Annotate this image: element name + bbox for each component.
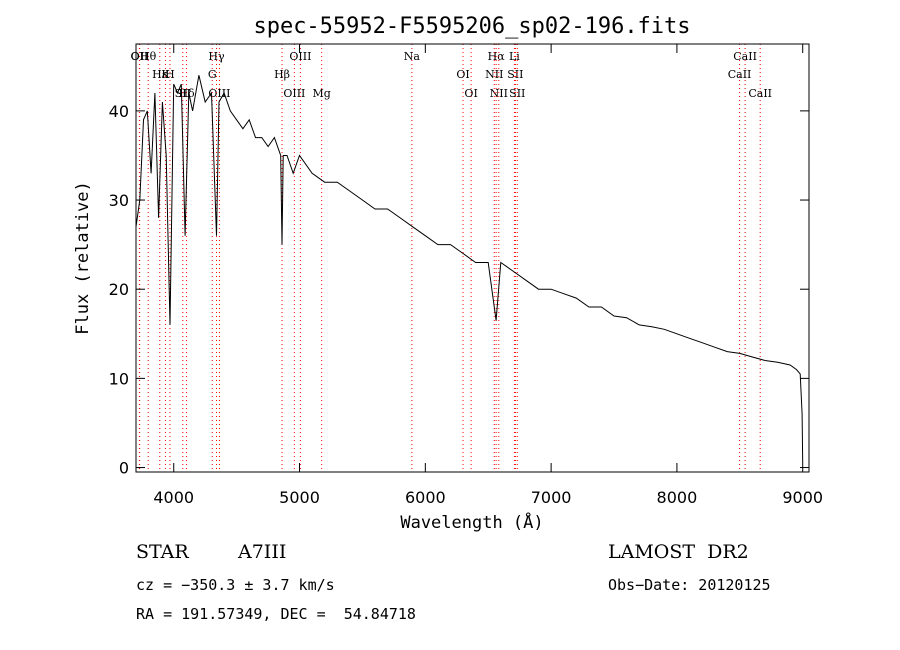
x-tick-label: 8000 [657, 488, 698, 507]
line-marker-label: SII [509, 87, 525, 100]
line-marker-label: K [161, 68, 170, 81]
line-marker-label: CaII [733, 50, 757, 63]
object-type: STAR [136, 541, 189, 563]
y-tick-label: 40 [109, 102, 129, 121]
x-tick-label: 4000 [153, 488, 194, 507]
line-marker-label: OI [456, 68, 469, 81]
y-tick-label: 30 [109, 191, 129, 210]
redshift-cz: cz = −350.3 ± 3.7 km/s [136, 576, 335, 594]
line-marker-label: Hγ [208, 50, 225, 63]
y-tick-label: 0 [119, 459, 129, 478]
line-marker-label: SII [507, 68, 523, 81]
series-layer [135, 75, 804, 464]
line-marker-label: Hα [488, 50, 506, 63]
line-marker-label: H [165, 68, 175, 81]
line-marker-label: Na [404, 50, 421, 63]
survey-name: LAMOST DR2 [608, 541, 749, 563]
obs-date: Obs−Date: 20120125 [608, 576, 771, 594]
y-tick-label: 10 [109, 369, 129, 388]
coordinates: RA = 191.57349, DEC = 54.84718 [136, 605, 416, 623]
line-marker-label: NII [485, 68, 503, 81]
line-marker-label: Hβ [274, 68, 290, 81]
y-tick-label: 20 [109, 280, 129, 299]
line-marker-layer: HθKHδOIIHεSIIOIIHOIIIHγGOIIIOIIIHβMgNaOI… [131, 44, 772, 472]
chart-title: spec-55952-F5595206_sp02-196.fits [253, 14, 690, 39]
line-marker-label: Hθ [140, 50, 157, 63]
x-tick-label: 5000 [279, 488, 320, 507]
line-marker-label: Hε [152, 68, 168, 81]
line-marker-label: NII [490, 87, 508, 100]
y-axis-label: Flux (relative) [73, 181, 93, 335]
line-marker-label: OII [131, 50, 149, 63]
line-marker-label: G [208, 68, 217, 81]
x-tick-label: 9000 [782, 488, 823, 507]
plot-frame [135, 43, 810, 473]
x-tick-label: 7000 [531, 488, 572, 507]
tick-layer: 4000 5000 6000 7000 8000 9000 0 10 20 30 40 [109, 44, 823, 507]
subclass: A7III [238, 541, 287, 563]
line-marker-label: Mg [313, 87, 331, 100]
line-marker-label: OIII [289, 50, 311, 63]
line-marker-label: Li [509, 50, 520, 63]
line-marker-label: OIII [283, 87, 305, 100]
line-marker-label: CaII [748, 87, 772, 100]
line-marker-label: CaII [728, 68, 752, 81]
spectrum-line [135, 75, 804, 464]
x-axis-label: Wavelength (Å) [400, 511, 543, 533]
line-marker-label: OI [464, 87, 477, 100]
x-tick-label: 6000 [405, 488, 446, 507]
